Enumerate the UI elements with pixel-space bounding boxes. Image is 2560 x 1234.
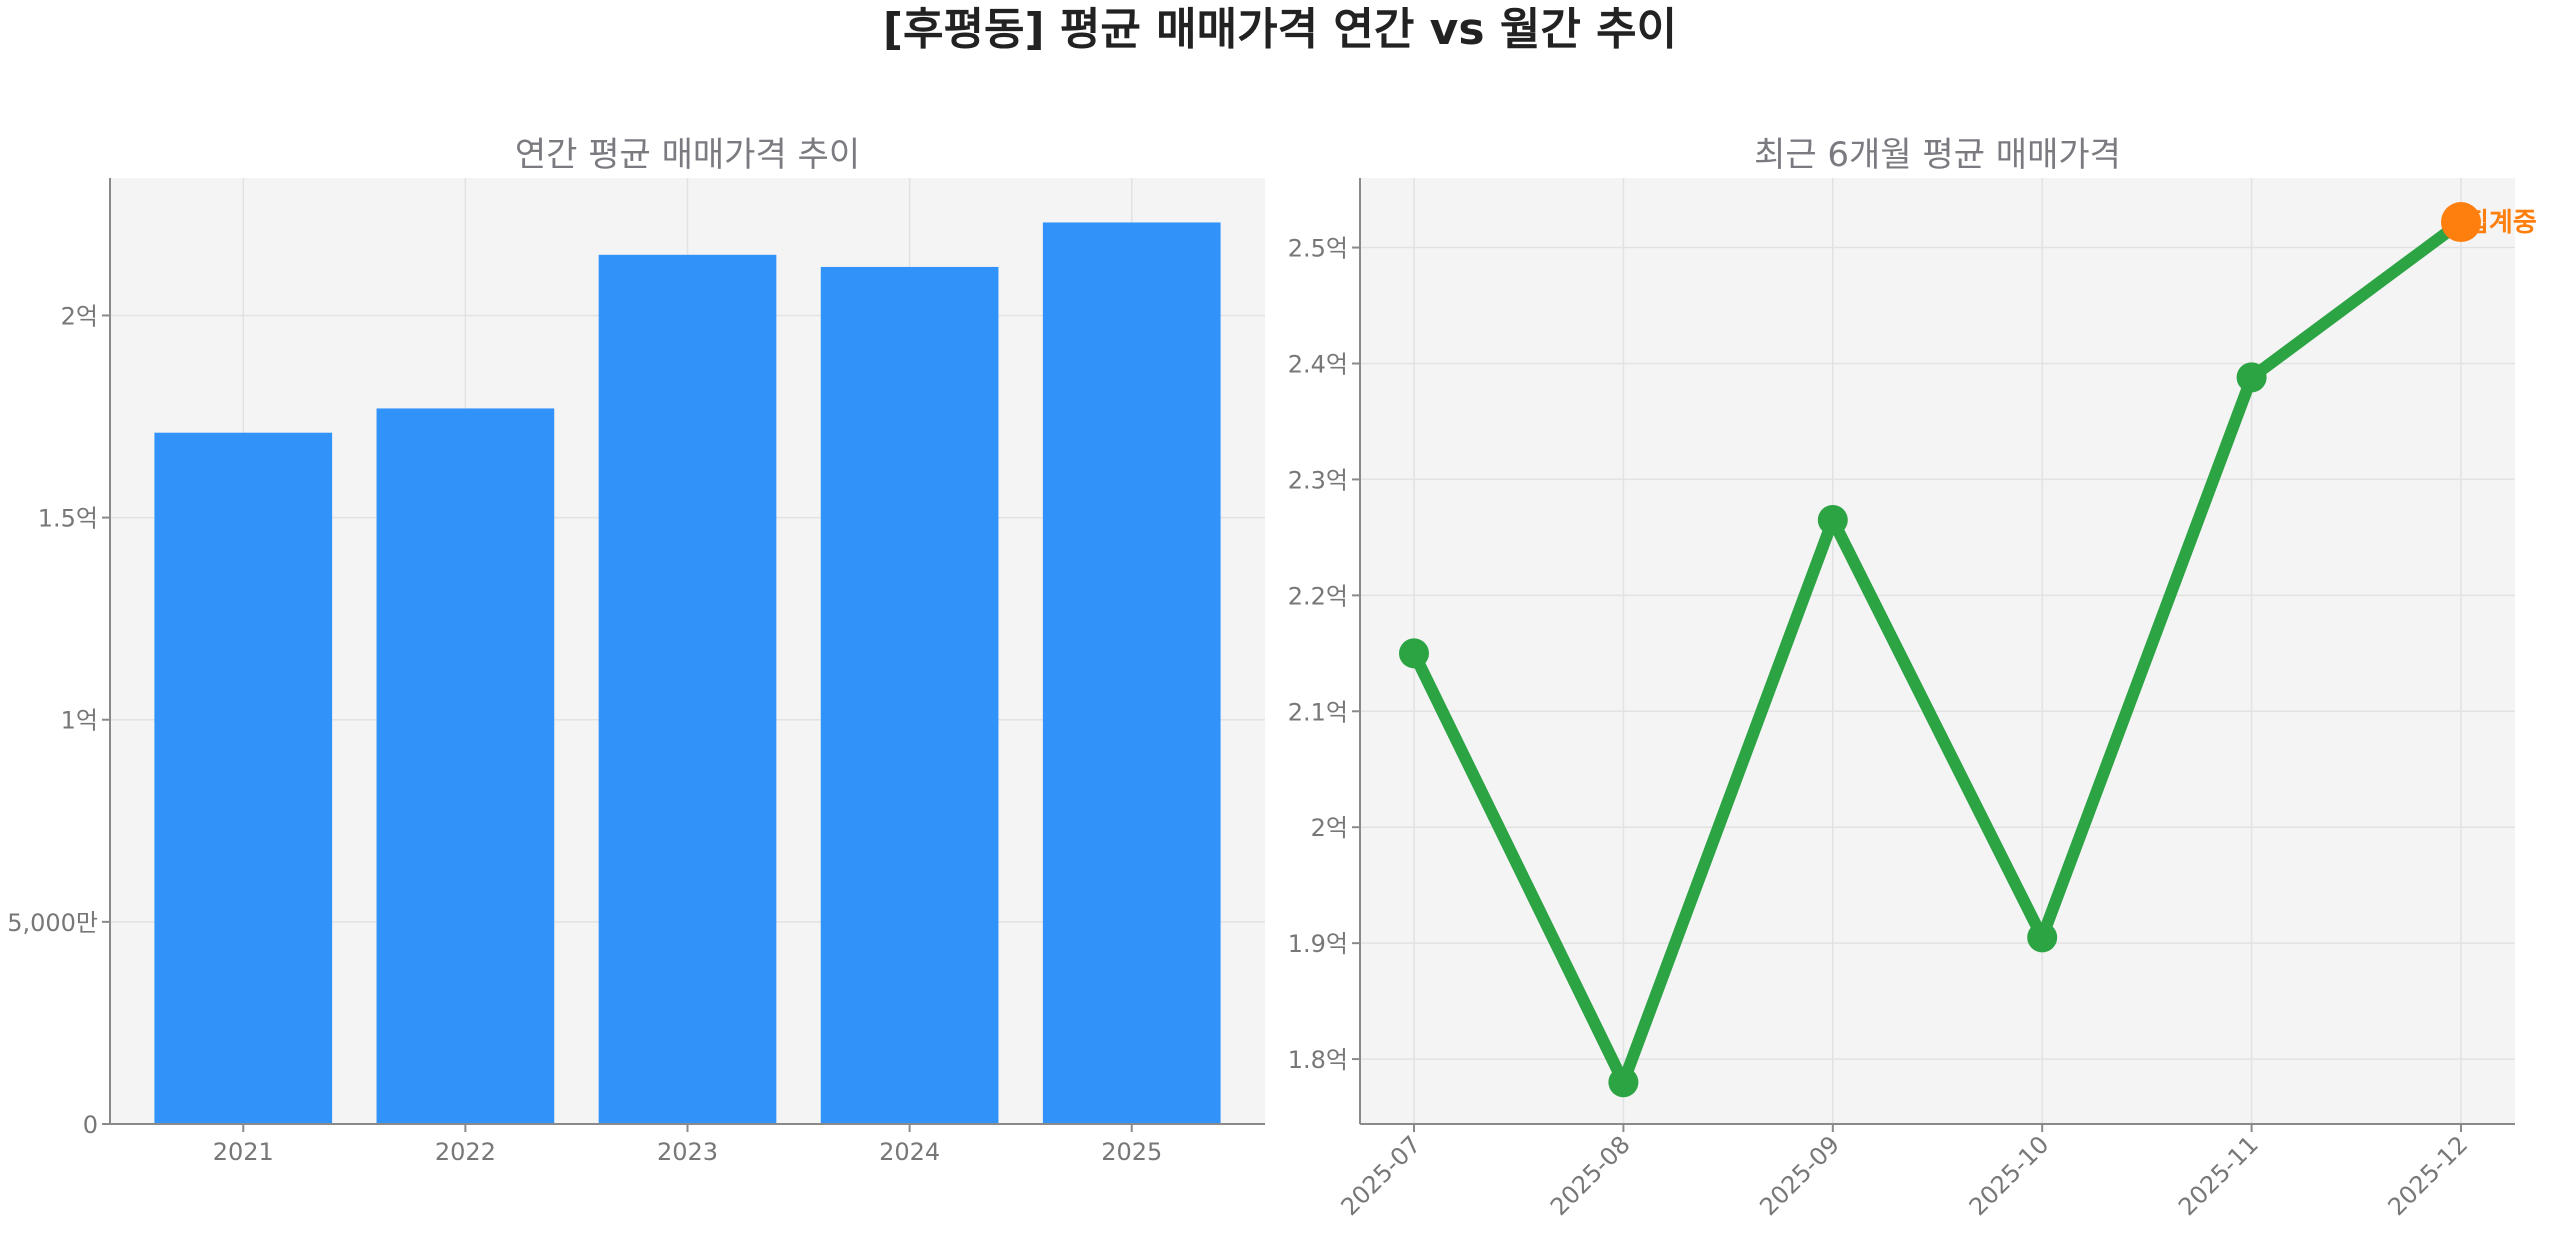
highlight-point bbox=[2441, 202, 2481, 243]
bar bbox=[154, 432, 333, 1124]
figure-title: [후평동] 평균 매매가격 연간 vs 월간 추이 bbox=[883, 4, 1677, 55]
y-tick-label: 1.5억 bbox=[38, 505, 98, 533]
x-tick-label: 2025-11 bbox=[2173, 1130, 2264, 1221]
y-tick-label: 2.3억 bbox=[1288, 466, 1348, 494]
y-tick-label: 2.1억 bbox=[1288, 698, 1348, 726]
x-tick-label: 2025-07 bbox=[1336, 1130, 1427, 1221]
y-tick-label: 0 bbox=[83, 1111, 98, 1139]
chart-title: 최근 6개월 평균 매매가격 bbox=[1754, 135, 2121, 175]
monthly-line-chart: 1.8억 1.9억 2억 2.1억 2.2억 2.3억 2.4억 2.5억 집계중 2025-07… bbox=[1288, 135, 2537, 1221]
data-point bbox=[1399, 638, 1429, 669]
y-tick-label: 2억 bbox=[1311, 814, 1348, 842]
y-tick-label: 2.5억 bbox=[1288, 235, 1348, 263]
x-tick-label: 2021 bbox=[213, 1138, 274, 1166]
data-point bbox=[2236, 362, 2267, 393]
chart-title: 연간 평균 매매가격 추이 bbox=[515, 135, 860, 175]
bar bbox=[376, 408, 555, 1124]
x-tick-label: 2025-12 bbox=[2383, 1130, 2474, 1221]
y-tick-label: 1.8억 bbox=[1288, 1046, 1348, 1074]
y-tick-label: 2.2억 bbox=[1288, 582, 1348, 610]
x-tick-label: 2023 bbox=[657, 1138, 718, 1166]
bar bbox=[1042, 222, 1221, 1124]
highlight-label: 집계중 bbox=[2465, 208, 2537, 238]
x-tick-label: 2022 bbox=[435, 1138, 496, 1166]
bar bbox=[598, 254, 777, 1125]
y-tick-label: 2억 bbox=[61, 302, 98, 330]
bar bbox=[820, 266, 999, 1124]
plot-area bbox=[1360, 178, 2515, 1124]
x-tick-label: 2024 bbox=[879, 1138, 940, 1166]
x-tick-label: 2025-09 bbox=[1754, 1130, 1845, 1221]
data-point bbox=[2027, 922, 2058, 953]
x-tick-label: 2025-10 bbox=[1964, 1130, 2055, 1221]
y-tick-label: 2.4억 bbox=[1288, 350, 1348, 378]
data-point bbox=[1817, 504, 1848, 535]
data-point bbox=[1608, 1067, 1639, 1098]
y-tick-label: 1억 bbox=[61, 707, 98, 735]
annual-bar-chart: 0 5,000만 1억 1.5억 2억 2021 2022 2023 2024 2025 연간 평균… bbox=[7, 135, 1265, 1166]
series-line bbox=[1408, 216, 2467, 1089]
x-tick-label: 2025 bbox=[1101, 1138, 1162, 1166]
y-tick-label: 1.9억 bbox=[1288, 930, 1348, 958]
y-tick-label: 5,000만 bbox=[7, 909, 98, 937]
x-tick-label: 2025-08 bbox=[1545, 1130, 1636, 1221]
